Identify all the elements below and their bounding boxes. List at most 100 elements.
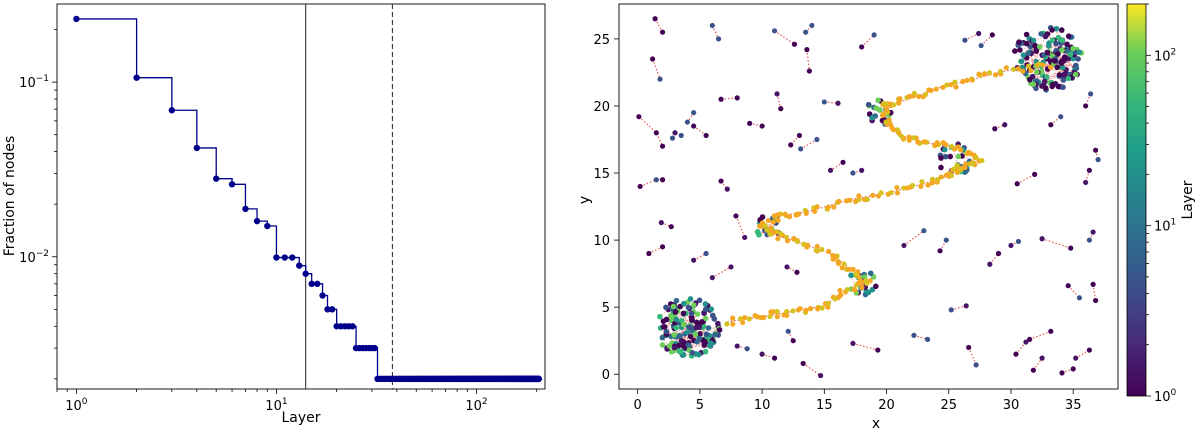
cluster-node: [687, 333, 694, 340]
tree-edge: [800, 138, 818, 150]
path-node: [915, 139, 921, 145]
tree-edge: [1075, 349, 1090, 359]
cluster-edge: [1034, 45, 1077, 69]
path-node: [830, 252, 836, 259]
cluster-node: [677, 349, 684, 355]
colorbar-tick-label: 100: [1154, 388, 1177, 405]
cluster-node: [867, 270, 874, 277]
path-node: [782, 211, 788, 217]
branch-node: [821, 99, 827, 105]
branch-node: [1070, 366, 1076, 372]
cluster-node: [1058, 27, 1065, 33]
path-node: [737, 316, 744, 322]
tree-edge: [1015, 341, 1027, 355]
cluster-node: [712, 331, 718, 338]
branch-node: [1023, 339, 1029, 345]
branch-node: [901, 242, 907, 249]
path-node: [928, 87, 934, 94]
cluster-node: [1065, 75, 1072, 82]
cluster-node: [703, 331, 710, 338]
branch-node: [1093, 147, 1099, 153]
branch-node: [724, 186, 730, 192]
branch-node: [817, 372, 824, 379]
branch-node: [1086, 167, 1092, 173]
path-node: [894, 127, 901, 133]
data-point: [371, 344, 378, 352]
branch-node: [1090, 229, 1096, 235]
cluster-node: [702, 301, 709, 307]
path-node: [856, 193, 862, 199]
path-node: [730, 321, 736, 327]
branch-node: [809, 22, 815, 29]
data-point: [133, 74, 140, 81]
cluster-node: [1038, 31, 1044, 37]
branch-node: [637, 183, 643, 190]
tree-edge: [861, 34, 875, 48]
branch-node: [806, 68, 812, 74]
path-node: [760, 314, 767, 321]
branch-node: [1083, 103, 1089, 109]
cluster-node: [1060, 77, 1067, 83]
branch-node: [658, 220, 664, 226]
path-node: [891, 102, 897, 108]
branch-node: [1068, 245, 1074, 251]
cluster-node: [938, 155, 944, 161]
data-point: [193, 144, 201, 152]
branch-node: [804, 47, 810, 53]
branch-node: [827, 167, 834, 173]
branch-node: [1095, 157, 1101, 163]
cluster-node: [669, 315, 675, 322]
cluster-node: [693, 319, 700, 326]
path-node: [838, 292, 844, 298]
cluster-node: [690, 302, 697, 308]
cluster-node: [947, 153, 954, 160]
path-node: [1048, 64, 1054, 70]
path-node: [864, 196, 871, 203]
path-node: [776, 212, 782, 218]
branch-node: [668, 224, 674, 230]
path-node: [888, 190, 894, 196]
x-tick-label: 100: [65, 397, 88, 414]
cluster-edge: [698, 315, 714, 328]
branch-node: [691, 110, 697, 116]
path-node: [925, 182, 931, 188]
y-tick-label: 10: [593, 234, 610, 249]
tree-edge: [802, 363, 821, 377]
path-node: [770, 219, 776, 225]
path-node: [979, 157, 985, 164]
cluster-node: [659, 342, 666, 348]
cluster-node: [1023, 31, 1030, 38]
branch-node: [1073, 355, 1079, 361]
branch-node: [1065, 283, 1071, 289]
path-node: [791, 236, 797, 242]
branch-node: [1013, 351, 1019, 357]
path-node: [929, 179, 936, 185]
data-point: [314, 280, 321, 288]
cluster-node: [1036, 43, 1043, 50]
tree-edge: [652, 58, 661, 80]
tree-edge: [964, 32, 979, 41]
path-node: [909, 182, 916, 189]
cluster-node: [1056, 72, 1063, 78]
cluster-edge: [1061, 62, 1077, 69]
branch-node: [1059, 370, 1065, 376]
cluster-node: [696, 297, 703, 304]
tree-edge: [639, 179, 663, 187]
path-node: [850, 266, 856, 272]
path-node: [836, 198, 842, 204]
path-node: [878, 190, 884, 196]
cluster-node: [657, 313, 663, 320]
x-tick-label: 35: [1065, 398, 1082, 413]
path-node: [864, 280, 870, 286]
cluster-node: [1026, 76, 1033, 83]
cluster-node: [1049, 27, 1055, 33]
path-node: [786, 214, 793, 220]
path-node: [856, 196, 862, 203]
data-point: [253, 217, 261, 225]
path-node: [1003, 65, 1009, 71]
data-point: [228, 181, 236, 188]
branch-node: [759, 351, 765, 357]
branch-node: [657, 76, 663, 82]
path-node: [819, 305, 825, 311]
tree-edge: [654, 18, 664, 33]
